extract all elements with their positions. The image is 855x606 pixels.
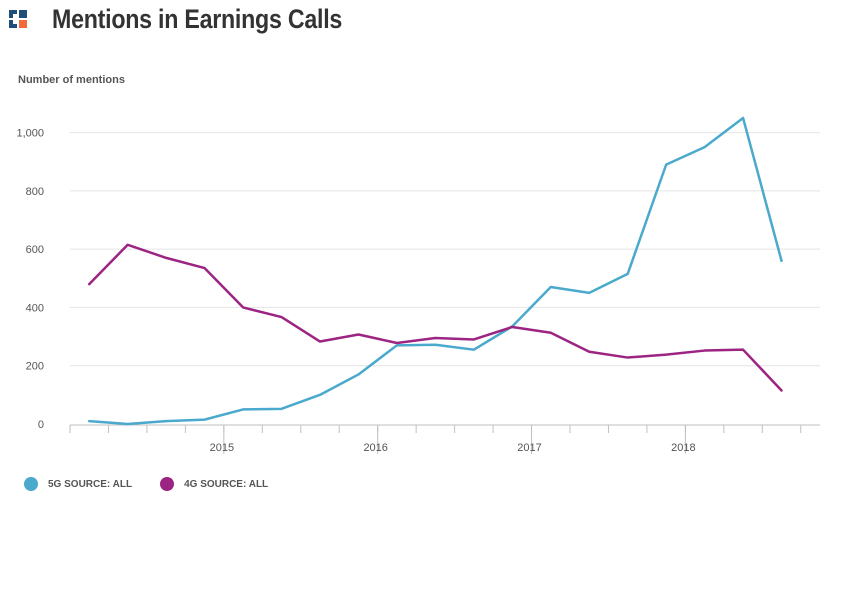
legend-label-4g: 4G SOURCE: ALL — [184, 478, 269, 490]
y-tick-label: 1,000 — [16, 128, 44, 140]
legend-swatch-5g — [24, 477, 38, 491]
y-tick-labels: 0 200 400 600 800 1,000 — [16, 128, 44, 431]
y-tick-label: 200 — [26, 361, 44, 373]
legend-swatch-4g — [160, 477, 175, 491]
legend-label-5g: 5G SOURCE: ALL — [48, 478, 133, 490]
legend-item-4g[interactable]: 4G SOURCE: ALL — [160, 477, 268, 491]
y-tick-label: 800 — [26, 186, 44, 198]
chart-title: Mentions in Earnings Calls — [52, 3, 343, 34]
x-tick-label: 2017 — [517, 442, 541, 454]
chart-header: Mentions in Earnings Calls — [6, 2, 389, 36]
y-axis-label: Number of mentions — [18, 74, 125, 86]
x-tick-label: 2016 — [363, 442, 387, 454]
y-tick-label: 600 — [26, 244, 44, 256]
y-tick-label: 400 — [26, 302, 44, 314]
series-line-5g[interactable] — [87, 116, 783, 426]
brand-logo-icon — [9, 10, 27, 28]
x-ticks: 2015 2016 2017 2018 — [69, 424, 820, 454]
x-tick-label: 2015 — [210, 442, 234, 454]
legend-item-5g[interactable]: 5G SOURCE: ALL — [24, 477, 132, 491]
series-line-4g[interactable] — [87, 243, 783, 392]
legend: 5G SOURCE: ALL 4G SOURCE: ALL — [24, 477, 296, 491]
y-tick-label: 0 — [38, 419, 44, 431]
x-tick-label: 2018 — [671, 442, 695, 454]
gridlines — [70, 132, 820, 367]
series-lines — [87, 116, 783, 426]
